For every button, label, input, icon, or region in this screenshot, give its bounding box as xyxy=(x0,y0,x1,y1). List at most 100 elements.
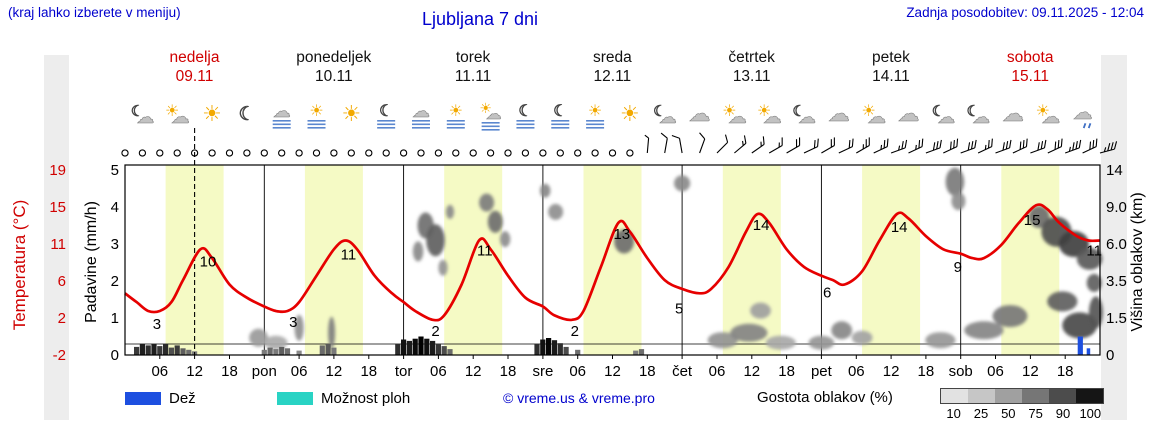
day-date: 10.11 xyxy=(314,68,353,85)
precip-tick-labels: 5 4 3 2 1 0 xyxy=(111,162,119,364)
cloud-density-step-label: 90 xyxy=(1055,406,1071,421)
weather-icon-fog-cloud: ☁ xyxy=(412,101,430,129)
cloud-density-gradient xyxy=(940,388,1104,404)
wind-calm-circle xyxy=(539,149,547,157)
wind-barb xyxy=(1030,139,1047,154)
svg-text:☾: ☾ xyxy=(966,102,979,120)
wind-calm-circle xyxy=(138,149,147,157)
wind-barb xyxy=(908,138,924,154)
cloud-density-step xyxy=(968,389,995,403)
wind-calm-circle xyxy=(608,149,617,157)
weather-icon-moon-fog: ☾ xyxy=(551,101,570,129)
svg-text:15: 15 xyxy=(49,199,66,216)
svg-text:10: 10 xyxy=(200,253,217,270)
svg-text:☀: ☀ xyxy=(1036,101,1050,120)
day-header-ponedeljek: ponedeljek 10.11 xyxy=(264,48,403,86)
weather-icon-cloud: ☁ xyxy=(1002,102,1025,128)
svg-text:0: 0 xyxy=(1106,347,1114,364)
weather-icon-moon-cloud: ☾☁ xyxy=(792,102,816,129)
svg-text:11: 11 xyxy=(477,243,493,260)
cloud-density-step-label: 50 xyxy=(1001,406,1016,421)
wind-calm-circle xyxy=(330,149,338,157)
svg-text:18: 18 xyxy=(778,363,795,380)
page-title: Ljubljana 7 dni xyxy=(421,9,539,29)
svg-text:14: 14 xyxy=(1106,162,1123,179)
cloud-cover-blobs xyxy=(249,167,1103,350)
svg-text:☾: ☾ xyxy=(553,101,567,120)
svg-text:☁: ☁ xyxy=(273,101,291,122)
weather-icon-moon-cloud: ☾☁ xyxy=(966,102,990,129)
svg-text:6: 6 xyxy=(58,273,66,290)
copyright-link[interactable]: © vreme.us & vreme.pro xyxy=(503,390,655,406)
wind-barb xyxy=(1082,138,1098,154)
svg-text:12: 12 xyxy=(883,363,900,380)
wind-calm-circle xyxy=(626,149,634,157)
wind-barb xyxy=(960,139,977,154)
wind-calm-circle xyxy=(452,149,460,157)
precip-axis-label: Padavine (mm/h) xyxy=(83,201,100,323)
weather-icon-sun-cloud: ☀☁ xyxy=(861,101,886,128)
svg-text:čet: čet xyxy=(672,363,693,380)
svg-text:6: 6 xyxy=(823,285,831,302)
showers-legend-label: Možnost ploh xyxy=(321,390,411,407)
svg-text:tor: tor xyxy=(395,363,413,380)
svg-text:☀: ☀ xyxy=(861,101,875,120)
wind-barb xyxy=(1099,141,1118,154)
svg-text:☁: ☁ xyxy=(867,106,886,128)
svg-text:☁: ☁ xyxy=(486,104,502,123)
wind-barb xyxy=(856,137,870,154)
day-header-sobota: sobota 15.11 xyxy=(961,48,1100,86)
weather-icon-sun-cloud: ☀☁ xyxy=(165,101,190,128)
svg-text:☀: ☀ xyxy=(449,101,463,120)
svg-text:☁: ☁ xyxy=(1002,102,1024,127)
weather-icon-sun: ☀ xyxy=(341,102,361,127)
right-scale-band xyxy=(1101,55,1127,420)
svg-text:☁: ☁ xyxy=(171,106,190,128)
day-date: 15.11 xyxy=(1011,68,1050,85)
svg-text:☁: ☁ xyxy=(798,107,816,128)
time-axis-labels: 06 12 18 pon 06 12 18 tor 06 12 18 sre 06 12 18 čet 06 12… xyxy=(151,355,1074,380)
svg-text:12: 12 xyxy=(604,363,621,380)
cloud-density-label: Gostota oblakov (%) xyxy=(757,389,893,406)
svg-text:15: 15 xyxy=(1024,212,1041,229)
svg-text:2: 2 xyxy=(111,273,119,290)
wind-calm-circle xyxy=(469,149,477,157)
cloud-density-step-label: 10 xyxy=(946,406,961,421)
wind-barb xyxy=(768,137,783,154)
wind-barb xyxy=(644,134,650,154)
svg-text:☁: ☁ xyxy=(972,107,990,128)
wind-barb xyxy=(873,138,889,154)
day-name: nedelja xyxy=(169,49,220,66)
weather-icon-moon-fog: ☾ xyxy=(377,101,396,129)
cloud-density-step xyxy=(1076,389,1103,403)
wind-barb xyxy=(821,137,835,154)
svg-text:18: 18 xyxy=(221,363,238,380)
svg-text:☁: ☁ xyxy=(136,107,154,128)
weather-icon-cloud: ☁ xyxy=(828,102,851,128)
svg-text:18: 18 xyxy=(639,363,656,380)
svg-text:-2: -2 xyxy=(53,347,66,364)
svg-text:11: 11 xyxy=(341,247,357,264)
svg-text:☀: ☀ xyxy=(588,101,602,120)
temperature-curve xyxy=(124,203,1101,322)
weather-icon-moon-cloud: ☾☁ xyxy=(130,102,154,129)
svg-text:☾: ☾ xyxy=(653,102,666,120)
rain-legend-swatch xyxy=(125,392,161,405)
wind-calm-circle xyxy=(591,149,599,157)
wind-calm-circle xyxy=(121,149,129,157)
cloud-density-values: 10 25 50 75 90 100 xyxy=(940,406,1104,421)
svg-text:3.5: 3.5 xyxy=(1106,273,1127,290)
wind-calm-circle xyxy=(365,149,373,157)
weather-icon-sun-cloud-fog: ☀☁ xyxy=(479,101,502,131)
svg-text:12: 12 xyxy=(326,363,343,380)
svg-text:12: 12 xyxy=(1022,363,1039,380)
svg-text:3: 3 xyxy=(111,236,119,253)
wind-barb xyxy=(977,138,993,154)
wind-calm-circle xyxy=(417,149,425,157)
svg-text:3: 3 xyxy=(289,314,297,331)
svg-text:sob: sob xyxy=(949,363,973,380)
wind-calm-circle xyxy=(521,149,530,157)
svg-text:☁: ☁ xyxy=(937,107,955,128)
wind-calm-circle xyxy=(556,149,564,157)
